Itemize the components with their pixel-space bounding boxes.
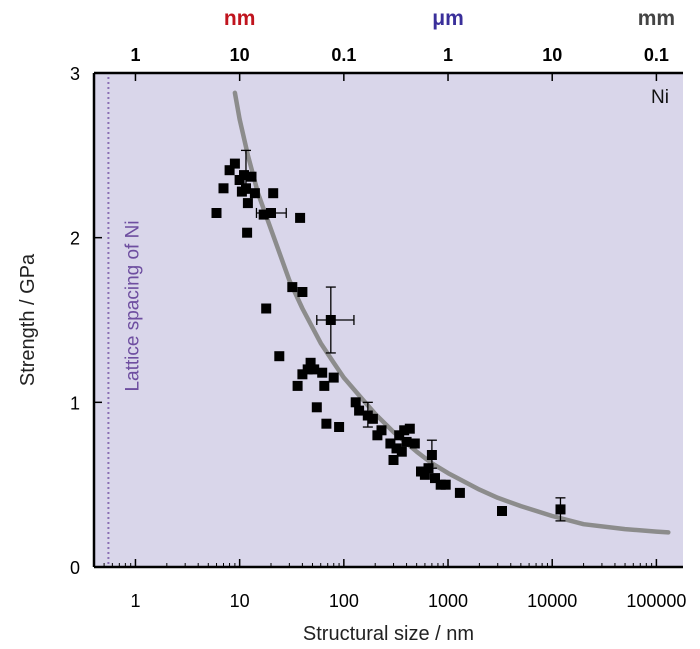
data-point-25	[309, 364, 320, 375]
y-axis-title: Strength / GPa	[17, 253, 39, 386]
data-point-15	[295, 212, 306, 223]
data-point-27	[317, 367, 328, 378]
x-tick-label: 10	[230, 591, 250, 611]
data-point-3	[229, 158, 240, 169]
data-point-28	[319, 380, 330, 391]
data-point-54	[454, 487, 465, 498]
data-point-32	[350, 397, 361, 408]
y-tick-label: 1	[70, 393, 80, 413]
data-point-7	[241, 183, 251, 194]
data-point-35	[367, 413, 378, 424]
data-point-46	[409, 438, 420, 449]
data-point-40	[391, 443, 402, 454]
y-tick-label: 3	[70, 64, 80, 84]
top-unit-label-um: μm	[432, 7, 464, 30]
data-point-24	[305, 357, 316, 368]
x-tick-label: 1000	[428, 591, 468, 611]
data-point-48	[419, 469, 430, 480]
data-point-20	[325, 315, 336, 325]
lattice-spacing-label: Lattice spacing of Ni	[122, 220, 143, 391]
fit-curve	[232, 90, 671, 535]
data-point-45	[404, 423, 415, 434]
data-point-37	[376, 425, 387, 436]
data-point-17	[274, 351, 285, 362]
top-tick-label: 0.1	[644, 45, 669, 65]
data-point-16	[261, 303, 272, 314]
x-tick-label: 1	[130, 591, 140, 611]
top-tick-label: 10	[542, 45, 562, 65]
data-point-30	[328, 372, 339, 383]
data-point-51	[430, 473, 440, 484]
top-unit-label-mm: mm	[638, 7, 675, 30]
data-point-56	[555, 504, 566, 515]
plot-area	[94, 73, 683, 567]
data-point-9	[242, 227, 253, 238]
y-tick-label: 0	[70, 558, 80, 578]
top-tick-label: 0.1	[331, 45, 356, 65]
data-point-50	[426, 450, 437, 460]
data-point-34	[362, 410, 373, 421]
top-unit-label-nm: nm	[224, 7, 256, 30]
y-tick-label: 2	[70, 229, 80, 249]
x-tick-label: 100000	[626, 591, 686, 611]
data-point-53	[440, 479, 451, 490]
data-point-19	[297, 287, 308, 297]
data-point-6	[239, 170, 249, 181]
error-bar-2	[316, 286, 355, 354]
data-point-29	[321, 418, 332, 429]
data-point-0	[211, 208, 222, 218]
data-point-42	[396, 446, 407, 457]
material-label: Ni	[651, 87, 669, 108]
x-axis-title: Structural size / nm	[303, 623, 474, 645]
x-tick-label: 10000	[527, 591, 577, 611]
data-point-21	[292, 380, 303, 391]
data-point-12	[258, 209, 269, 220]
data-point-55	[497, 506, 507, 516]
top-tick-label: 1	[130, 45, 140, 65]
data-point-39	[388, 455, 399, 465]
data-point-26	[311, 402, 322, 413]
data-point-31	[334, 422, 345, 432]
data-point-8	[242, 198, 253, 209]
data-point-43	[399, 425, 410, 436]
data-point-23	[302, 364, 313, 375]
data-point-1	[218, 183, 229, 194]
data-point-11	[249, 188, 260, 199]
top-tick-label: 10	[230, 45, 250, 65]
data-point-38	[385, 438, 396, 449]
data-point-10	[246, 171, 257, 182]
data-point-18	[287, 282, 298, 293]
data-point-33	[354, 405, 365, 416]
top-tick-label: 1	[443, 45, 453, 65]
x-tick-label: 100	[329, 591, 359, 611]
data-point-22	[297, 369, 308, 380]
data-point-14	[268, 188, 279, 199]
data-point-2	[224, 165, 235, 176]
data-point-13	[266, 208, 276, 218]
data-point-44	[401, 436, 412, 447]
data-point-49	[423, 463, 434, 474]
